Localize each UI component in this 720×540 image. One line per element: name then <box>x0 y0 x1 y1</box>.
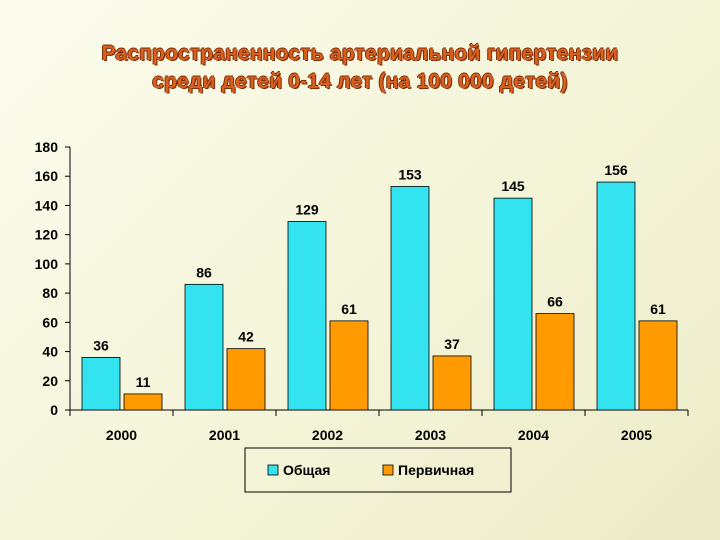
legend-swatch <box>267 464 279 476</box>
x-tick-label: 2004 <box>518 427 549 443</box>
y-tick-label: 100 <box>35 256 59 272</box>
x-tick-label: 2001 <box>209 427 240 443</box>
bar-pervichnaya <box>123 393 163 411</box>
y-tick-label: 20 <box>42 373 58 389</box>
legend-label: Общая <box>283 462 330 478</box>
data-label: 11 <box>136 374 151 390</box>
data-label: 129 <box>295 202 319 218</box>
data-label: 42 <box>238 329 254 345</box>
y-tick-label: 40 <box>42 344 58 360</box>
x-tick-label: 2002 <box>312 427 343 443</box>
bar-obshchaya <box>287 221 327 411</box>
bar-obshchaya <box>493 197 533 411</box>
bar-pervichnaya <box>226 348 266 411</box>
bar-pervichnaya <box>329 320 369 411</box>
legend-label: Первичная <box>398 462 474 478</box>
data-label: 61 <box>341 301 357 317</box>
chart-title-line-2: среди детей 0-14 лет (на 100 000 детей) <box>152 70 568 93</box>
bar-pervichnaya <box>638 320 678 411</box>
y-tick-label: 180 <box>35 139 59 155</box>
data-label: 66 <box>547 294 563 310</box>
y-tick-label: 160 <box>35 168 59 184</box>
data-label: 36 <box>93 337 109 353</box>
data-label: 37 <box>444 336 460 352</box>
bar-obshchaya <box>81 356 121 411</box>
bar-pervichnaya <box>535 313 575 411</box>
y-tick-label: 0 <box>50 402 58 418</box>
data-label: 145 <box>501 178 525 194</box>
bar-obshchaya <box>596 181 636 411</box>
chart-title-line-1: Распространенность артериальной гипертен… <box>101 42 619 65</box>
data-label: 61 <box>650 301 666 317</box>
y-tick-label: 60 <box>42 314 58 330</box>
bar-pervichnaya <box>432 355 472 411</box>
bar-obshchaya <box>184 283 224 411</box>
data-label: 86 <box>196 264 212 280</box>
bar-obshchaya <box>390 186 430 411</box>
y-tick-label: 80 <box>42 285 58 301</box>
data-label: 156 <box>604 162 628 178</box>
x-tick-label: 2000 <box>106 427 137 443</box>
legend-box <box>244 447 512 493</box>
legend-swatch <box>382 464 394 476</box>
y-tick-label: 120 <box>35 227 59 243</box>
data-label: 153 <box>398 166 422 182</box>
x-tick-label: 2003 <box>415 427 446 443</box>
x-tick-label: 2005 <box>621 427 652 443</box>
y-tick-label: 140 <box>35 197 59 213</box>
